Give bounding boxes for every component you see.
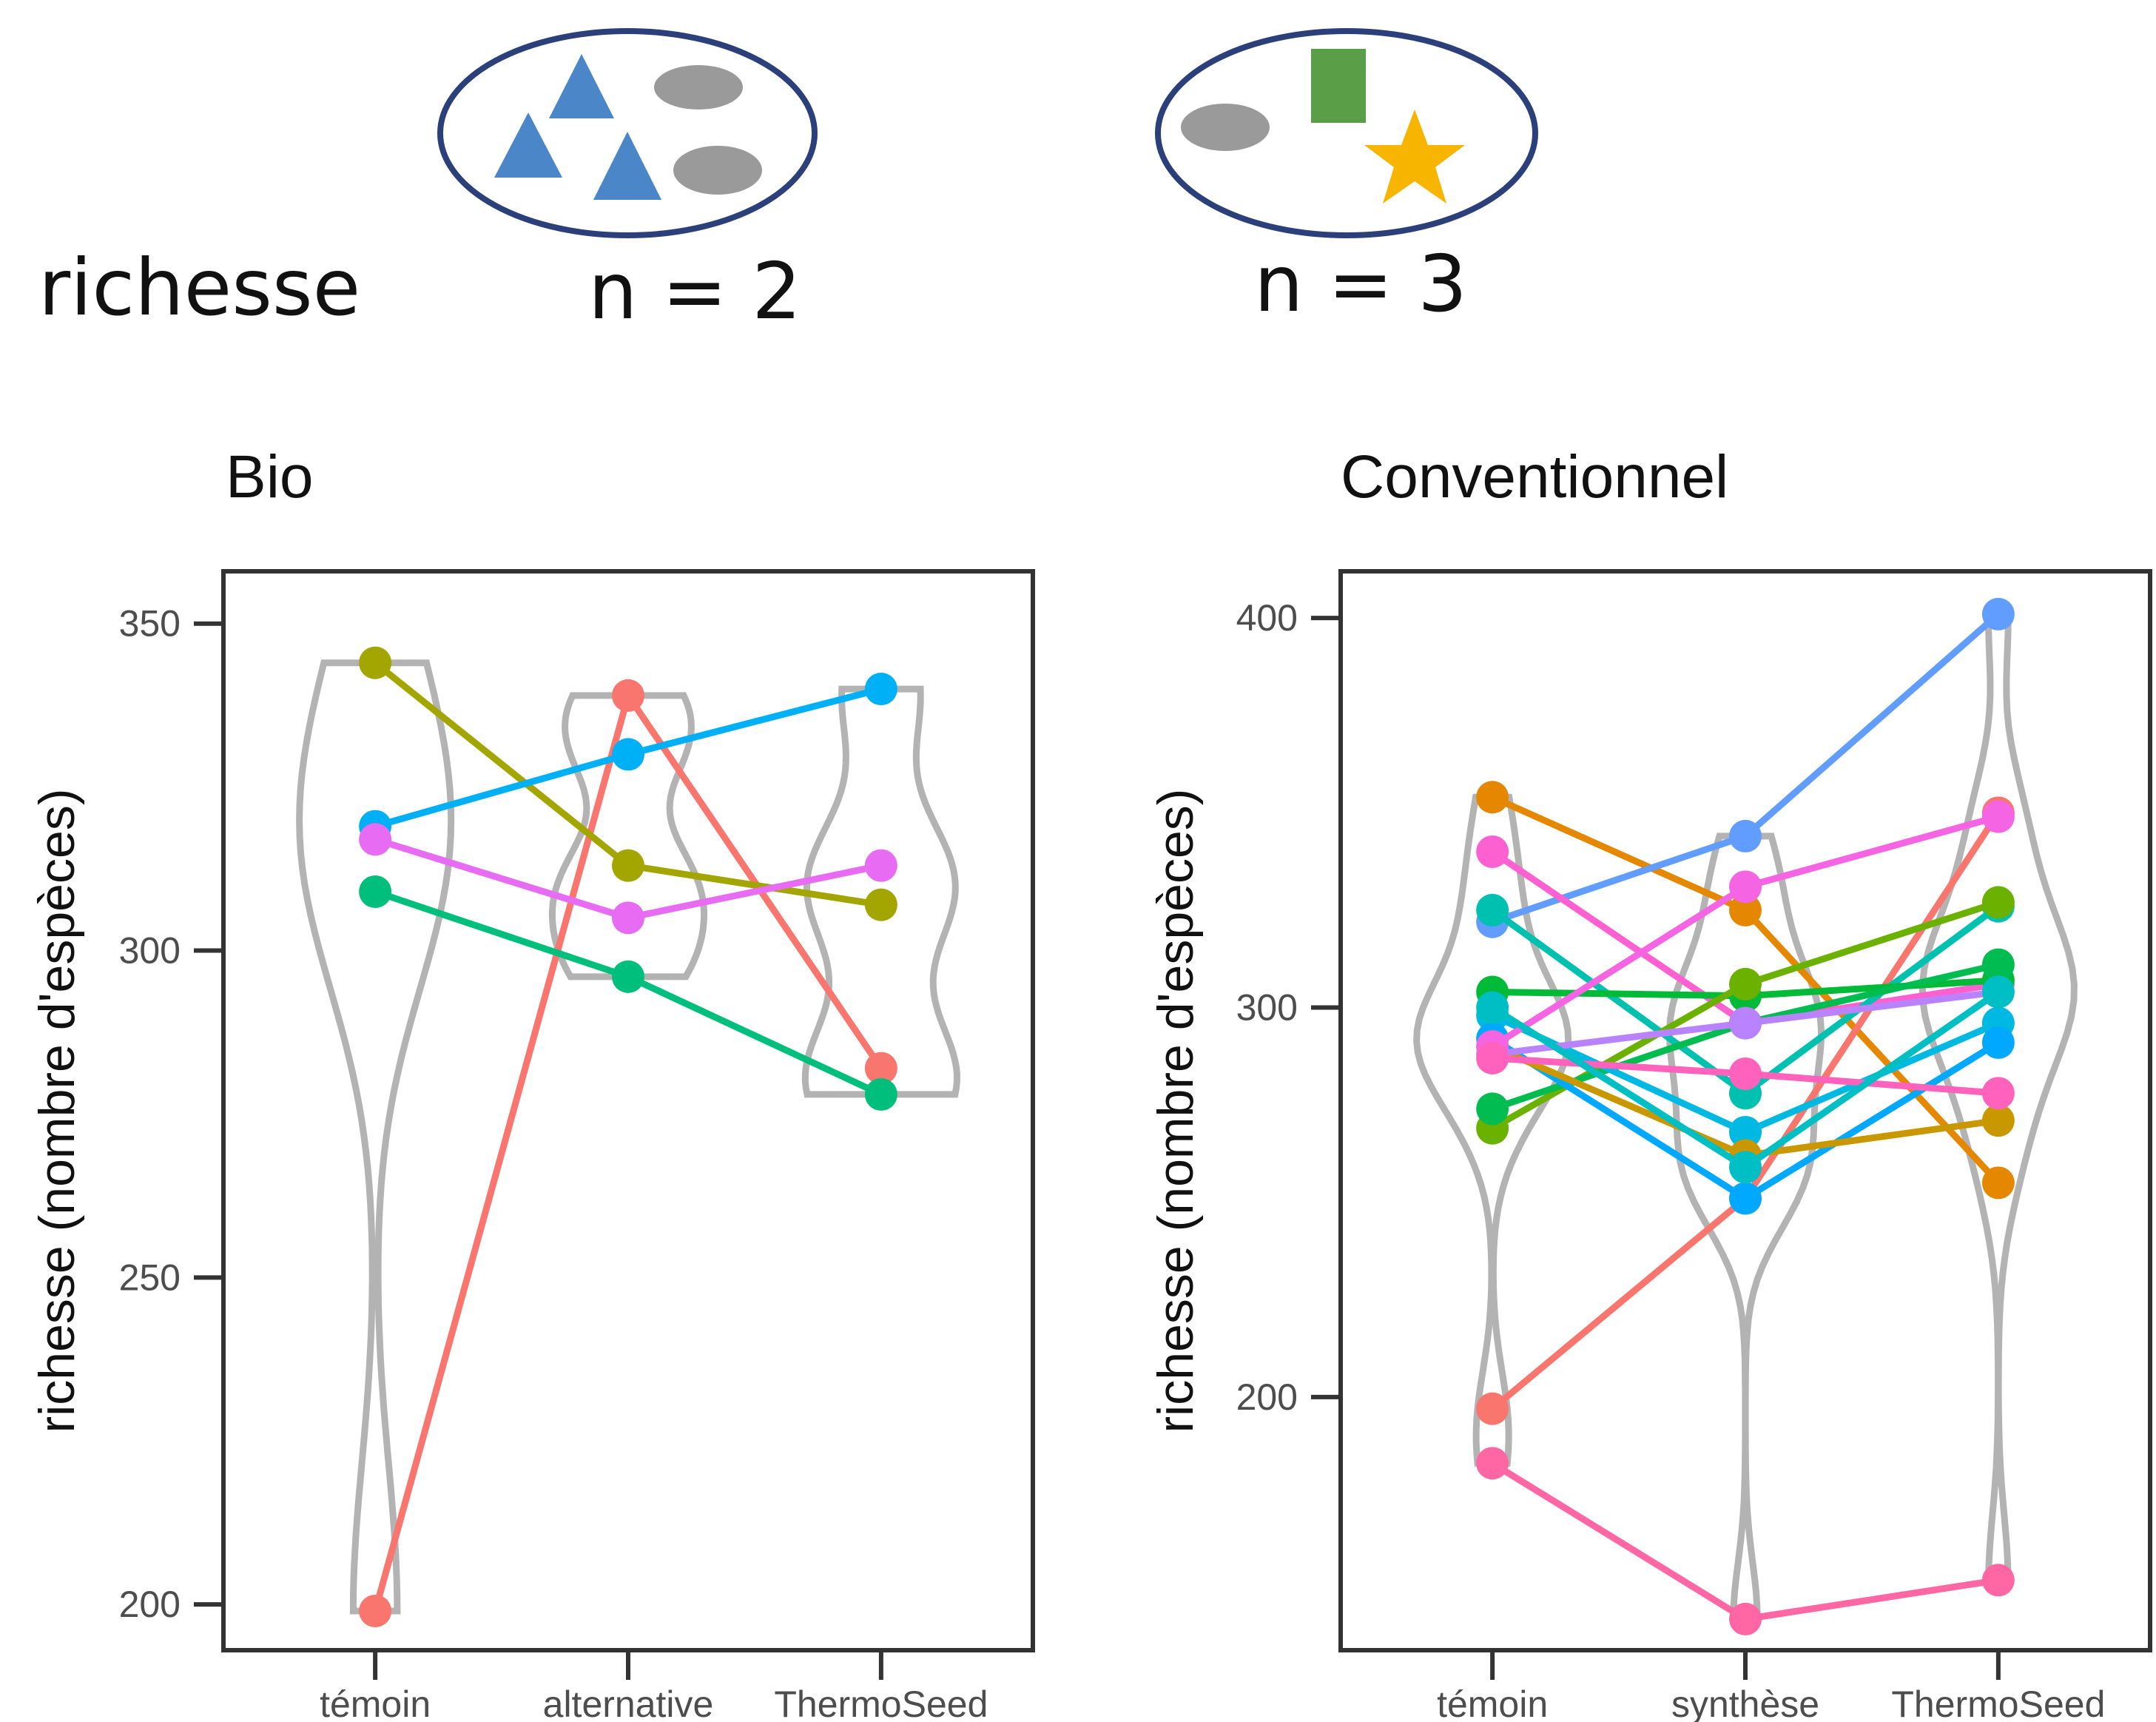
y-tick-label: 250 <box>119 1257 181 1298</box>
sample-ellipse-left <box>437 28 818 238</box>
data-point <box>1981 1077 2015 1110</box>
blue-triangle-2 <box>494 112 562 178</box>
y-tick-label: 200 <box>119 1584 181 1625</box>
data-point <box>1981 886 2015 919</box>
y-tick-label: 400 <box>1236 597 1298 639</box>
violin-2 <box>801 685 960 1098</box>
data-point <box>1729 1115 1762 1148</box>
data-point <box>359 1594 392 1627</box>
y-tick-label: 300 <box>119 930 181 972</box>
blue-triangle-3 <box>593 132 661 200</box>
violin-0 <box>1413 793 1572 1467</box>
data-point <box>359 875 392 908</box>
data-point <box>1729 819 1762 852</box>
x-tick-label: alternative <box>543 1684 714 1722</box>
left-caption: n = 2 <box>588 246 801 337</box>
x-tick-label: synthèse <box>1671 1684 1819 1722</box>
panel-bio: Bio richesse (nombre d'espèces) 200 250 300 3… <box>29 443 1035 1722</box>
data-point <box>864 849 897 882</box>
data-point <box>1729 1151 1762 1184</box>
y-tick-label: 350 <box>119 603 181 645</box>
data-point <box>1981 1166 2015 1200</box>
data-point <box>612 738 644 771</box>
blue-triangle-1 <box>549 54 614 118</box>
panel-conventionnel: Conventionnel richesse (nombre d'espèces)… <box>1148 443 2152 1722</box>
data-point <box>1981 1026 2015 1059</box>
data-point <box>1476 781 1509 814</box>
sample-ellipse-right <box>1155 28 1538 238</box>
data-point <box>1729 893 1762 926</box>
data-point <box>1476 835 1509 868</box>
y-tick-label: 300 <box>1236 987 1298 1029</box>
data-point <box>612 960 644 993</box>
panel-title: Conventionnel <box>1341 443 1728 511</box>
x-tick-label: témoin <box>320 1684 431 1722</box>
data-point <box>1729 870 1762 904</box>
data-point <box>1476 1092 1509 1126</box>
data-point <box>1729 1057 1762 1090</box>
data-point <box>1476 1041 1509 1074</box>
data-point <box>864 673 897 706</box>
data-point <box>612 679 644 712</box>
data-point <box>864 1052 897 1085</box>
data-point <box>1729 967 1762 1000</box>
data-point <box>1981 800 2015 833</box>
data-point <box>1476 1392 1509 1425</box>
x-tick-label: témoin <box>1437 1684 1548 1722</box>
gray-oval-2 <box>673 146 762 195</box>
gray-oval-1 <box>654 65 743 110</box>
violin-1 <box>1665 833 1825 1623</box>
data-point <box>1981 597 2015 630</box>
data-point <box>1476 893 1509 926</box>
green-rectangle <box>1311 49 1366 123</box>
panel-title: Bio <box>226 443 314 511</box>
data-point <box>1476 991 1509 1024</box>
x-tick-label: ThermoSeed <box>1891 1684 2105 1722</box>
data-point <box>1981 1104 2015 1137</box>
illustration: richesse n = 2 n = 3 <box>38 28 1538 337</box>
x-tick-label: ThermoSeed <box>774 1684 988 1722</box>
panel-border <box>221 569 1035 1652</box>
data-point <box>1981 975 2015 1009</box>
gray-oval-3 <box>1181 104 1270 151</box>
data-point <box>612 901 644 935</box>
data-point <box>359 823 392 856</box>
data-point <box>864 888 897 921</box>
data-point <box>1729 1602 1762 1635</box>
data-point <box>359 646 392 679</box>
data-point <box>612 849 644 882</box>
data-point <box>1729 1182 1762 1215</box>
right-caption: n = 3 <box>1254 239 1467 329</box>
data-point <box>1729 1006 1762 1040</box>
violin-1 <box>548 692 708 981</box>
y-axis-label: richesse (nombre d'espèces) <box>29 789 85 1433</box>
y-axis-label: richesse (nombre d'espèces) <box>1148 789 1204 1433</box>
data-point <box>864 1077 897 1111</box>
star-icon <box>1364 110 1465 204</box>
data-point <box>1476 1447 1509 1480</box>
violin-0 <box>296 659 455 1615</box>
richesse-label: richesse <box>38 243 360 333</box>
data-point <box>1981 1564 2015 1597</box>
y-tick-label: 200 <box>1236 1376 1298 1418</box>
data-point <box>1981 948 2015 981</box>
